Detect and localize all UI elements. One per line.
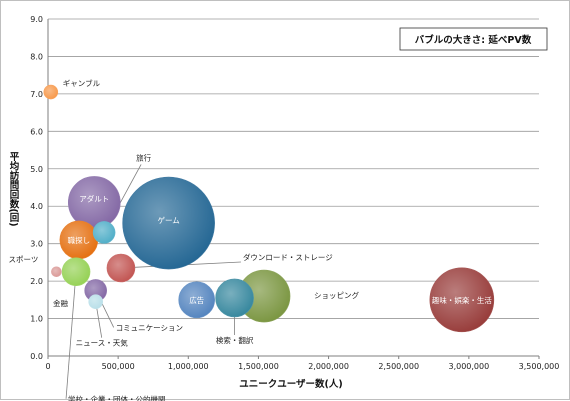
- bubble-label: コミュニケーション: [116, 323, 183, 332]
- bubble: [61, 257, 91, 287]
- bubble-label: ゲーム: [158, 216, 180, 225]
- bubble-label: 金融: [53, 298, 68, 308]
- leader-line: [65, 271, 77, 399]
- bubble-label: ニュース・天気: [76, 338, 129, 348]
- bubble-label: ダウンロード・ストレージ: [243, 252, 333, 262]
- axes: [47, 19, 539, 357]
- bubble-label: スポーツ: [9, 255, 39, 264]
- x-axis-title: ユニークユーザー数(人): [239, 378, 343, 390]
- y-tick-labels: 0.0 1.0 2.0 3.0 4.0 5.0 6.0 7.0 8.0 9.0: [30, 15, 43, 361]
- y-tick-label: 0.0: [30, 352, 43, 361]
- x-tick-label: 500,000: [102, 362, 135, 371]
- bubble-label: 広告: [189, 295, 204, 305]
- bubble: [92, 221, 116, 244]
- bubble: [429, 267, 495, 333]
- bubble-label: 学校・企業・団体・公的機関: [68, 394, 166, 401]
- y-tick-label: 5.0: [30, 165, 43, 174]
- y-tick-label: 9.0: [30, 15, 43, 24]
- legend-note-box: バブルの大きさ: 延べPV数: [399, 27, 548, 51]
- bubbles: [43, 84, 495, 333]
- bubble: [88, 294, 103, 310]
- bubble: [106, 253, 136, 283]
- x-tick-label: 3,000,000: [448, 362, 489, 371]
- y-tick-label: 6.0: [30, 127, 43, 136]
- x-tick-label: 2,000,000: [308, 362, 349, 371]
- bubble-label: 旅行: [136, 152, 151, 162]
- bubble-label: ショッピング: [314, 290, 359, 300]
- legend-note: バブルの大きさ: 延べPV数: [415, 34, 532, 46]
- bubble: [51, 266, 62, 278]
- bubble-label: ギャンブル: [63, 78, 101, 88]
- y-tick-label: 3.0: [30, 240, 43, 249]
- bubble-label: アダルト: [79, 193, 109, 203]
- bubble: [215, 278, 254, 318]
- y-tick-label: 7.0: [30, 90, 43, 99]
- y-tick-label: 1.0: [30, 315, 43, 324]
- bubble-label: 職探し: [68, 235, 91, 245]
- x-tick-label: 3,500,000: [519, 362, 560, 371]
- bubble: [43, 84, 59, 100]
- bubble-label: 検索・翻訳: [216, 335, 254, 345]
- x-tick-label: 2,500,000: [378, 362, 419, 371]
- x-tick-label: 1,000,000: [168, 362, 209, 371]
- bubble: [122, 176, 215, 270]
- bubble: [178, 281, 216, 319]
- y-axis-title: 平均訪問回数(回): [8, 151, 21, 226]
- x-tick-label: 0: [45, 362, 50, 371]
- bubble-label: 趣味・娯楽・生活: [432, 295, 492, 305]
- y-tick-label: 4.0: [30, 202, 43, 211]
- y-tick-label: 2.0: [30, 277, 43, 286]
- x-tick-labels: 0 500,000 1,000,000 1,500,000 2,000,000 2,500…: [45, 356, 559, 371]
- x-tick-label: 1,500,000: [238, 362, 279, 371]
- y-tick-label: 8.0: [30, 52, 43, 61]
